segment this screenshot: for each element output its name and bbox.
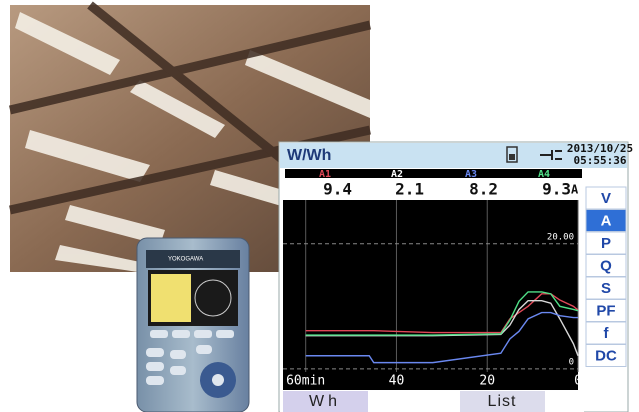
meter-screen: W/Wh 2013/10/25 05:55:36 A bbox=[278, 141, 633, 412]
menu-item[interactable]: V bbox=[601, 190, 611, 207]
channel-tab bbox=[431, 169, 509, 178]
soft-button[interactable]: List bbox=[488, 393, 517, 410]
y-tick-label: 0 bbox=[569, 357, 574, 367]
menu-item-bg bbox=[585, 344, 627, 367]
menu-item[interactable]: S bbox=[601, 280, 611, 297]
unit: A bbox=[571, 183, 579, 197]
menu-item[interactable]: f bbox=[604, 325, 610, 342]
trace bbox=[305, 291, 579, 336]
channel-name: A3 bbox=[465, 169, 477, 180]
channel-reading: 2.1 bbox=[395, 180, 424, 199]
screen-title: W/Wh bbox=[287, 147, 331, 164]
time: 05:55:36 bbox=[574, 154, 627, 167]
soft-button[interactable]: Wh bbox=[309, 393, 341, 410]
menu-item[interactable]: A bbox=[601, 212, 612, 229]
device-brand: YOKOGAWA bbox=[168, 257, 203, 263]
channel-reading: 9.3 bbox=[542, 180, 571, 199]
date: 2013/10/25 bbox=[567, 142, 633, 155]
channel-name: A2 bbox=[391, 169, 403, 180]
channel-reading: 8.2 bbox=[469, 180, 498, 199]
menu-item[interactable]: DC bbox=[595, 347, 617, 364]
x-tick-label: 40 bbox=[389, 374, 405, 389]
device: YOKOGAWA bbox=[136, 237, 250, 412]
menu-item[interactable]: P bbox=[601, 235, 611, 252]
y-tick-label: 20.00 bbox=[547, 232, 574, 242]
x-tick-label: 0 bbox=[574, 374, 582, 389]
menu-item[interactable]: PF bbox=[596, 302, 615, 319]
channel-tab bbox=[357, 169, 435, 178]
channel-name: A4 bbox=[538, 169, 550, 180]
channel-tab bbox=[285, 169, 363, 178]
trace bbox=[305, 311, 578, 364]
x-tick-label: 20 bbox=[479, 374, 495, 389]
trace bbox=[305, 293, 579, 334]
soft-button-bg bbox=[460, 391, 545, 412]
x-tick-label: 60min bbox=[286, 374, 325, 389]
channel-reading: 9.4 bbox=[323, 180, 352, 199]
channel-name: A1 bbox=[319, 169, 331, 180]
channel-tab bbox=[504, 169, 582, 178]
menu-item[interactable]: Q bbox=[600, 257, 612, 274]
soft-button-bg bbox=[283, 391, 368, 412]
